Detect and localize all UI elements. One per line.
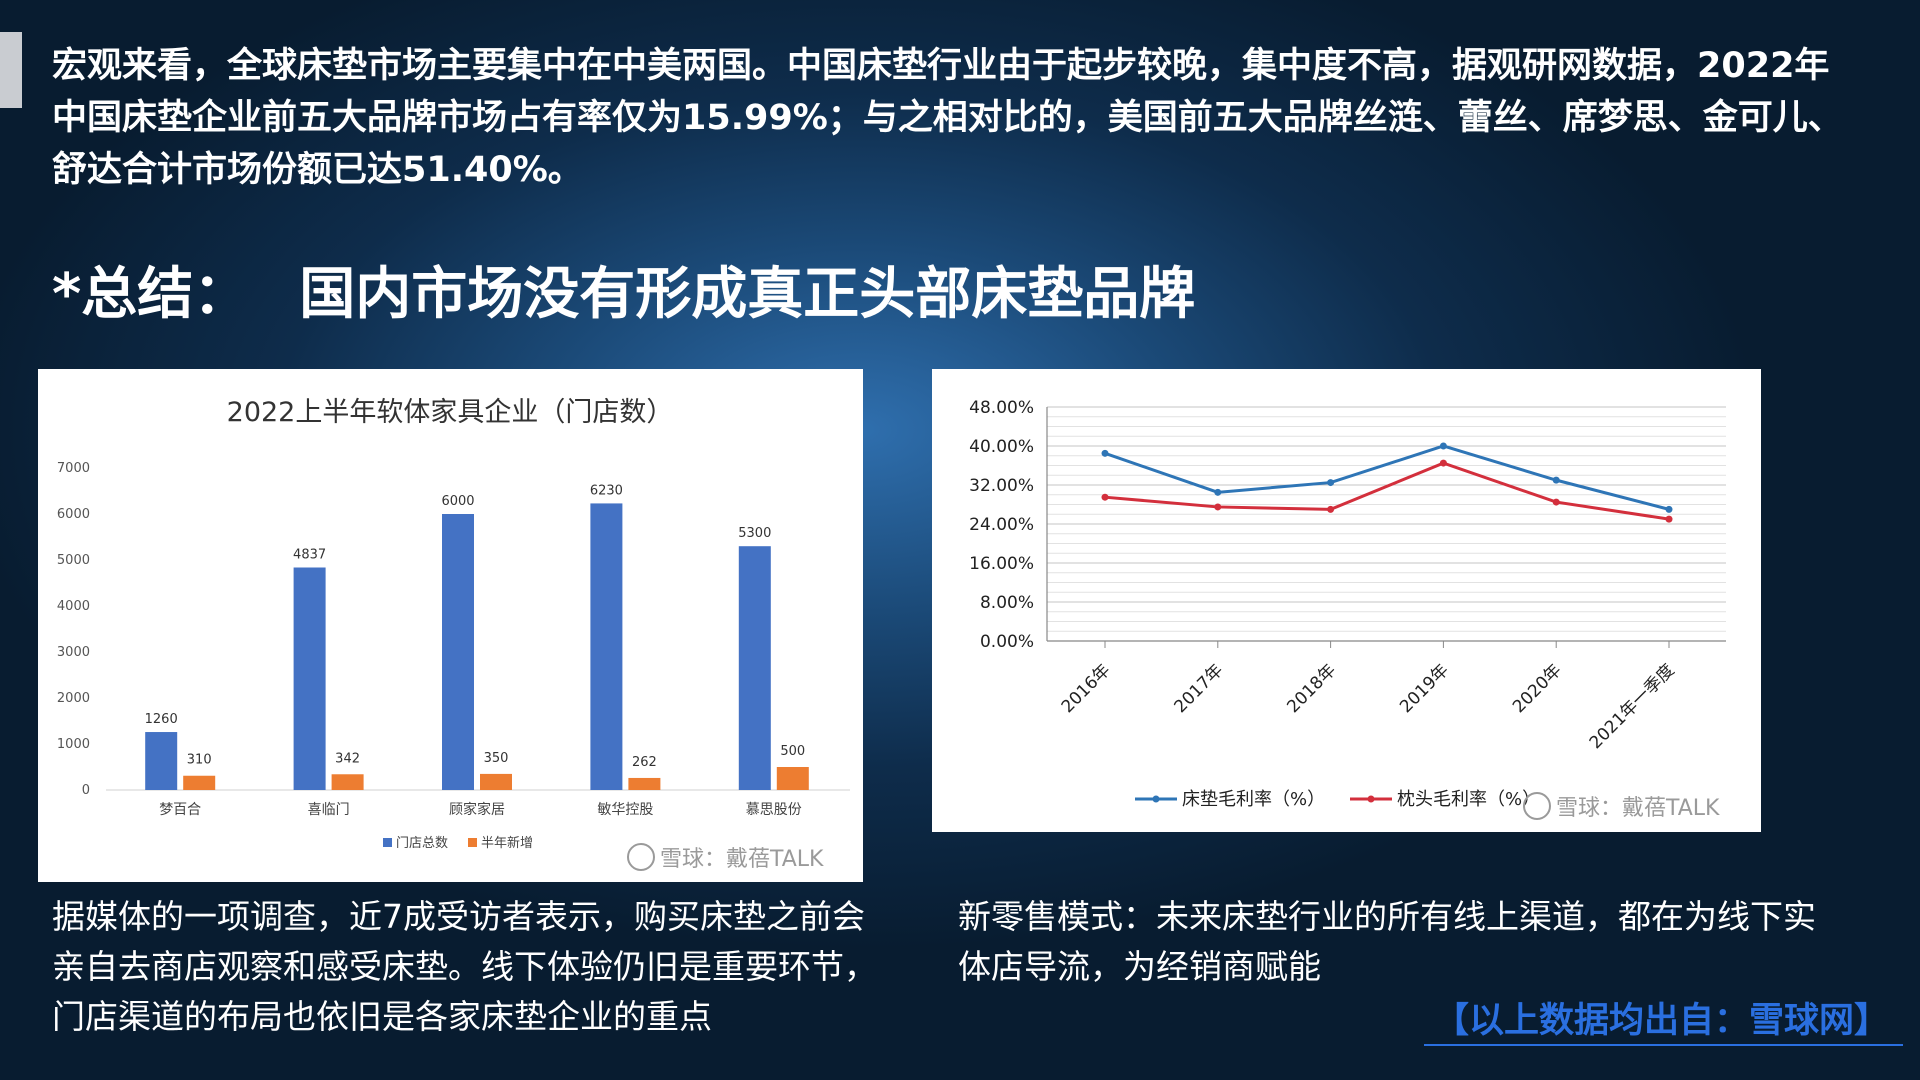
y-tick-label: 0 [82, 783, 90, 798]
x-tick-label: 2017年 [1171, 660, 1228, 717]
bar-total-stores [442, 514, 474, 790]
summary-text: 国内市场没有形成真正头部床垫品牌 [299, 262, 1196, 327]
watermark-text: 雪球：戴蓓TALK [1556, 796, 1720, 821]
series-line-mattress [1104, 444, 1670, 511]
summary-prefix: *总结： [52, 262, 250, 327]
bar-label-new: 262 [632, 755, 657, 770]
y-tick-label: 48.00% [969, 398, 1034, 418]
line-chart-panel: 0.00% 8.00% 16.00% 24.00% 32.00% 40.00% 48.00%… [932, 369, 1761, 832]
y-tick-label: 2000 [57, 691, 90, 706]
y-tick-label: 32.00% [969, 476, 1034, 496]
y-tick-label: 6000 [57, 507, 90, 522]
legend-label-pillow: 枕头毛利率（%） [1397, 789, 1540, 810]
bar-label-total: 1260 [145, 712, 178, 727]
watermark-logo-icon [1523, 792, 1551, 820]
y-tick-label: 7000 [57, 461, 90, 476]
bar-new-half-year [628, 777, 661, 790]
y-tick-label: 16.00% [969, 554, 1034, 574]
data-point [1327, 505, 1335, 513]
bar-chart-title: 2022上半年软体家具企业（门店数） [227, 397, 674, 428]
x-tick-label: 2021年一季度 [1586, 660, 1679, 753]
intro-paragraph: 宏观来看，全球床垫市场主要集中在中美两国。中国床垫行业由于起步较晚，集中度不高，… [52, 46, 1843, 190]
x-tick-label: 2018年 [1283, 660, 1340, 717]
bar-chart: 2022上半年软体家具企业（门店数） 0 1000 2000 3000 4000 5000 6… [57, 397, 850, 872]
y-tick-label: 0.00% [980, 632, 1034, 652]
x-tick-label: 2016年 [1058, 660, 1115, 717]
data-point [1439, 459, 1447, 467]
bar-label-total: 6000 [441, 494, 474, 509]
caption-right: 新零售模式：未来床垫行业的所有线上渠道，都在为线下实体店导流，为经销商赋能 [958, 897, 1816, 986]
x-category-label: 敏华控股 [597, 802, 653, 818]
series-line-pillow [1104, 461, 1670, 521]
x-category-label: 慕思股份 [746, 802, 802, 818]
bar-total-stores [145, 732, 178, 790]
bar-label-total: 6230 [590, 483, 623, 498]
legend-label-mattress: 床垫毛利率（%） [1182, 789, 1325, 810]
bar-chart-panel: 2022上半年软体家具企业（门店数） 0 1000 2000 3000 4000 5000 6… [38, 369, 863, 882]
y-tick-label: 3000 [57, 645, 90, 660]
bar-total-stores [738, 546, 771, 790]
summary-heading: *总结： 国内市场没有形成真正头部床垫品牌 [52, 260, 1195, 330]
data-point [1327, 479, 1335, 487]
x-category-label: 梦百合 [159, 802, 201, 818]
bar-new-half-year [776, 767, 809, 790]
y-tick-label: 8.00% [980, 593, 1034, 613]
watermark-text: 雪球：戴蓓TALK [660, 847, 824, 872]
data-point [1101, 449, 1109, 457]
source-note: 【以上数据均出自：雪球网】 [1424, 998, 1904, 1046]
bar-new-half-year [331, 774, 364, 790]
x-tick-label: 2019年 [1396, 660, 1453, 717]
bar-label-new: 500 [780, 744, 805, 759]
bar-total-stores [293, 567, 326, 790]
data-point [1101, 493, 1109, 501]
legend-marker-pillow [1367, 795, 1375, 803]
data-point [1439, 442, 1447, 450]
y-tick-label: 1000 [57, 737, 90, 752]
x-tick-label: 2020年 [1509, 660, 1566, 717]
y-tick-label: 5000 [57, 553, 90, 568]
legend-swatch-new [468, 838, 477, 847]
bar-label-new: 310 [187, 753, 212, 768]
data-point [1665, 505, 1673, 513]
caption-left: 据媒体的一项调查，近7成受访者表示，购买床垫之前会亲自去商店观察和感受床垫。线下… [52, 897, 877, 1036]
data-point [1552, 498, 1560, 506]
bar-new-half-year [183, 775, 216, 790]
bar-new-half-year [480, 773, 512, 790]
legend-label-total: 门店总数 [396, 836, 448, 851]
y-tick-label: 4000 [57, 599, 90, 614]
x-category-label: 喜临门 [308, 802, 350, 818]
accent-bar [0, 32, 22, 108]
legend-swatch-total [383, 838, 392, 847]
bar-label-total: 4837 [293, 547, 326, 562]
data-point [1214, 503, 1222, 511]
line-chart: 0.00% 8.00% 16.00% 24.00% 32.00% 40.00% 48.00%… [969, 398, 1726, 821]
bar-total-stores [590, 503, 623, 790]
y-tick-label: 40.00% [969, 437, 1034, 457]
data-point [1214, 488, 1222, 496]
bar-label-total: 5300 [738, 526, 771, 541]
x-category-label: 顾家家居 [449, 801, 505, 818]
watermark-logo-icon [627, 843, 655, 871]
data-point [1552, 476, 1560, 484]
legend-marker-mattress [1152, 795, 1160, 803]
bar-label-new: 350 [484, 751, 509, 766]
y-tick-label: 24.00% [969, 515, 1034, 535]
legend-label-new: 半年新增 [481, 835, 533, 851]
data-point [1665, 515, 1673, 523]
bar-label-new: 342 [335, 751, 360, 766]
